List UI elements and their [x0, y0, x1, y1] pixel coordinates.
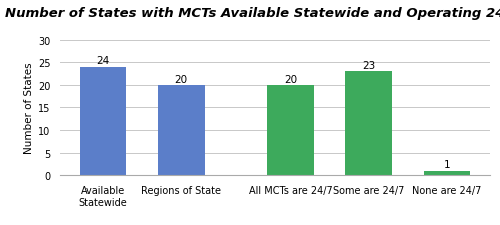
Bar [424, 171, 470, 176]
Bar [346, 72, 393, 176]
Text: 23: 23 [362, 61, 376, 71]
Text: 20: 20 [174, 74, 188, 84]
Text: Number of States with MCTs Available Statewide and Operating 24/7, 2022: Number of States with MCTs Available Sta… [5, 7, 500, 20]
Bar [158, 86, 204, 176]
Bar [80, 68, 126, 176]
Text: 24: 24 [96, 56, 110, 66]
Y-axis label: Number of States: Number of States [24, 62, 34, 154]
Text: 1: 1 [444, 160, 450, 170]
Bar [267, 86, 314, 176]
Text: 20: 20 [284, 74, 297, 84]
